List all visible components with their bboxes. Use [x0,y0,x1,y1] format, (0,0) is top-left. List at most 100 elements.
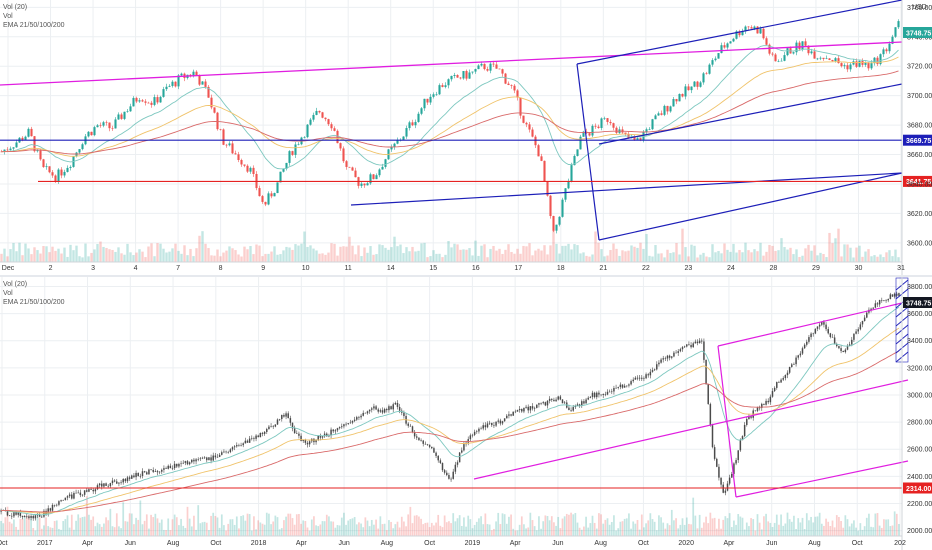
candle-body [413,432,416,437]
candle-body [330,429,332,436]
volume-bar [527,527,530,536]
candle-body [231,143,234,154]
top-time-axis[interactable]: Dec 2 3 4 7 8 9 10 11 14 15 16 17 18 21 22 23 24 28 29 30 31 [2,265,905,272]
time-tick-label: Apr [723,540,735,547]
volume-bar [678,254,681,262]
candle-body [240,445,242,446]
top-channel-upper[interactable] [576,0,903,65]
volume-bar [688,523,690,536]
candle-body [718,466,720,478]
volume-bar [444,254,447,262]
top-channel-middle[interactable] [598,83,903,145]
volume-bar [93,249,96,262]
volume-bar [690,524,692,536]
candle-body [693,81,696,87]
volume-bar [898,523,900,536]
volume-bar [345,524,347,536]
top-magenta-trendline[interactable] [0,41,903,86]
volume-bar [471,255,474,262]
bottom-channel-lower[interactable] [735,460,909,498]
candle-body [92,489,94,492]
price-tick-label: 3600.00 [907,311,932,318]
volume-bar [852,257,855,262]
candle-body [621,384,624,388]
candle-body [123,111,126,119]
candle-body [758,407,761,409]
candle-body [33,136,36,152]
top-channel-lower[interactable] [598,172,903,241]
time-tick-label: Dec [2,265,15,272]
panel-divider[interactable] [0,275,932,277]
volume-bar [625,518,628,536]
volume-bar [51,527,54,536]
candle-body [225,144,228,146]
price-tick-label: 2800.00 [907,420,932,427]
candle-body [896,293,898,296]
volume-bar [242,515,245,536]
candle-body [403,412,405,417]
candle-body [47,508,49,515]
volume-bar [708,257,711,262]
bottom-chart-panel[interactable]: 2314.00 2000.002200.002400.002600.002800… [0,277,932,550]
time-tick-label: Jun [766,540,777,547]
candle-body [73,493,75,499]
top-price-axis[interactable]: 3600.003620.003640.003660.003680.003700.… [907,5,932,248]
volume-bar [138,249,141,262]
volume-bar [287,513,290,536]
top-channel-lower-left[interactable] [350,172,903,206]
candle-body [268,426,270,430]
candle-body [210,457,212,461]
volume-bar [96,522,99,536]
volume-bar [879,254,882,262]
candle-body [356,417,358,420]
volume-bar [692,497,695,536]
candle-body [735,31,738,39]
volume-bar [90,519,92,536]
volume-bar [399,244,402,262]
candle-body [548,398,551,401]
volume-bar [528,243,531,262]
candle-body [495,64,498,69]
volume-bar [585,516,587,536]
volume-bar [168,251,171,262]
candle-body [229,449,232,453]
candle-body [126,477,129,482]
bottom-price-axis[interactable]: 2000.002200.002400.002600.002800.003000.… [907,284,932,535]
volume-bar [167,518,170,536]
volume-bar [630,245,633,262]
volume-bar [302,520,305,536]
candle-body [51,504,54,511]
bottom-time-axis[interactable]: Oct2017AprJunAugOct2018AprJunAugOct2019A… [0,540,906,547]
candle-body [636,377,639,379]
candle-body [589,396,592,398]
candle-body [863,317,866,321]
bottom-channel-middle[interactable] [473,379,909,480]
candle-body [113,480,116,482]
candle-body [792,52,795,54]
volume-bar [654,245,657,262]
volume-bar [53,520,56,536]
candle-body [174,81,177,87]
candle-body [771,391,774,397]
candle-body [636,138,639,141]
volume-bar [767,521,770,536]
candle-body [762,28,765,39]
volume-bar [728,513,731,536]
candle-body [143,471,146,473]
candle-body [381,410,384,413]
candle-body [484,425,487,428]
volume-bar [426,257,429,262]
volume-bar [750,252,753,262]
volume-bar [589,523,592,536]
bottom-channel-upper[interactable] [717,302,903,347]
top-channel-left-edge[interactable] [576,63,600,241]
candle-body [528,124,531,130]
candle-body [426,444,429,445]
volume-bar [240,516,242,536]
volume-bar [192,256,195,262]
volume-bar [102,246,105,262]
volume-bar [274,515,277,536]
volume-bar [9,249,12,262]
